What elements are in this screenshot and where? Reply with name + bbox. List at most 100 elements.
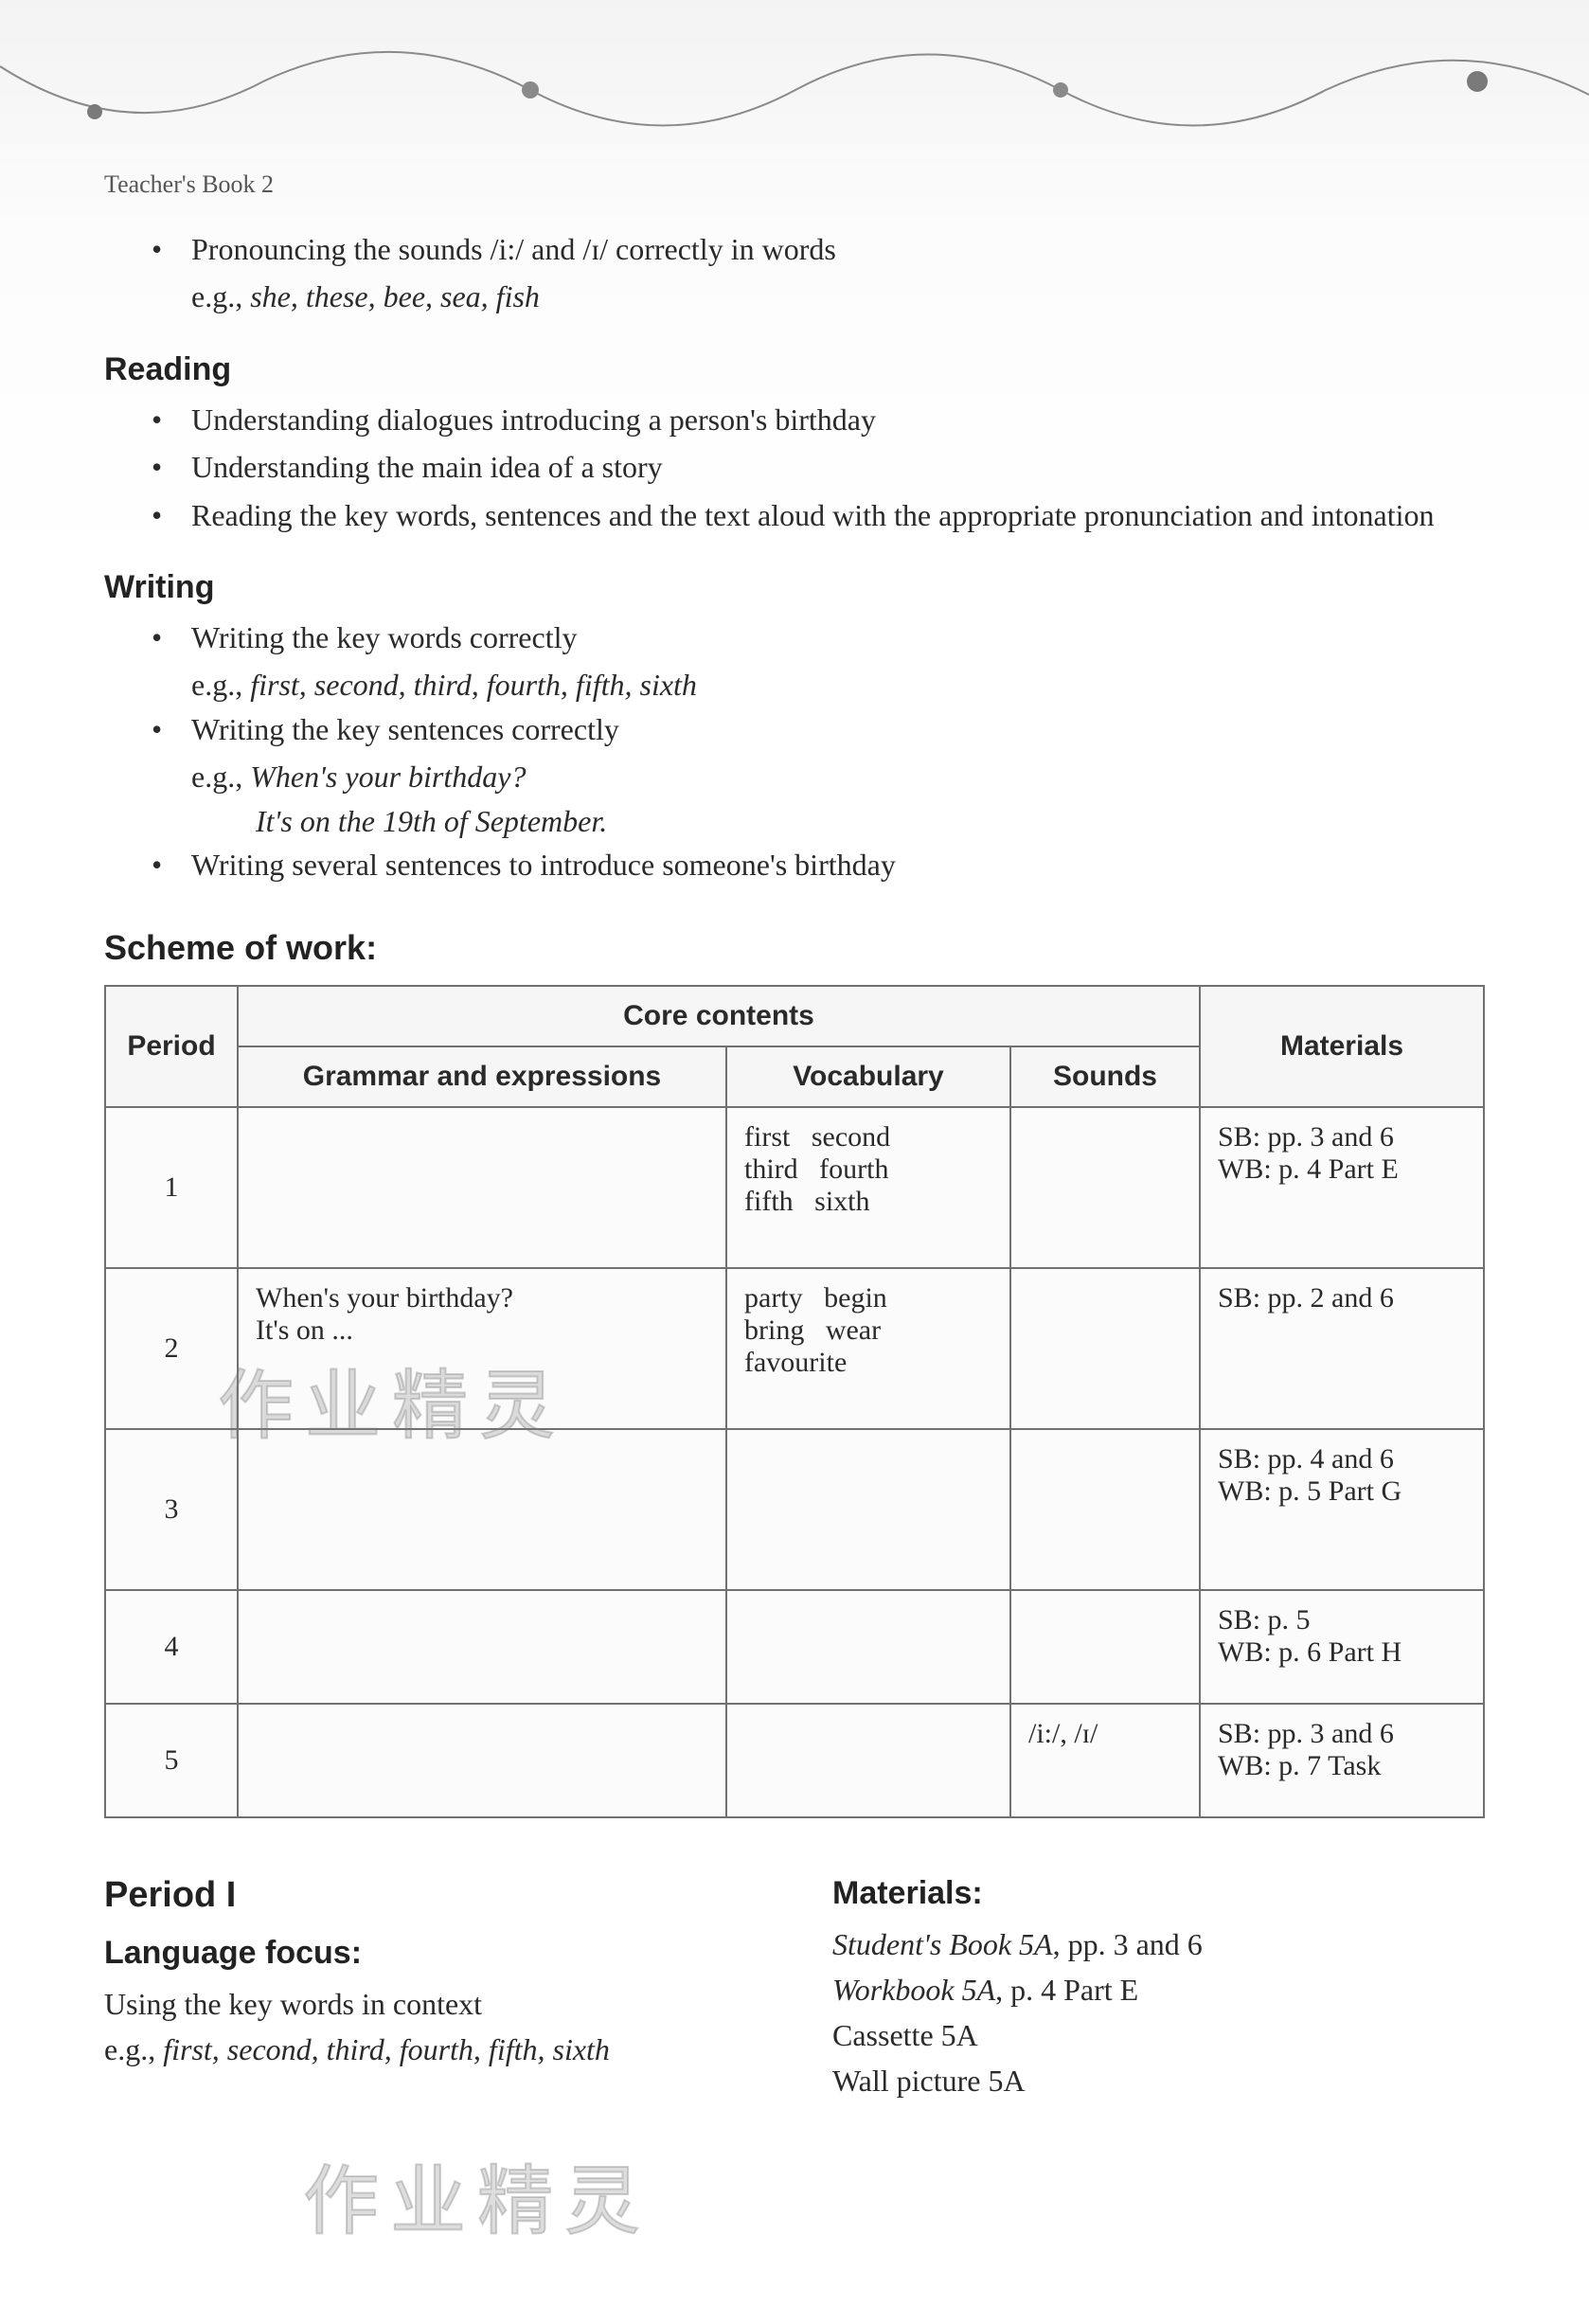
list-item: Pronouncing the sounds /i:/ and /ɪ/ corr… — [152, 227, 1485, 271]
language-focus-heading: Language focus: — [104, 1935, 757, 1972]
table-row: 2 When's your birthday? It's on ... part… — [105, 1268, 1484, 1429]
bullet-text: Reading the key words, sentences and the… — [191, 498, 1435, 532]
cell-vocab — [726, 1429, 1010, 1590]
th-materials: Materials — [1200, 986, 1484, 1107]
bullet-text: Understanding the main idea of a story — [191, 450, 663, 484]
watermark: 作业精灵 — [303, 2140, 652, 2250]
cell-materials: SB: pp. 4 and 6 WB: p. 5 Part G — [1200, 1429, 1484, 1590]
language-focus-text: Using the key words in context — [104, 1981, 757, 2027]
eg-prefix: e.g., — [191, 668, 250, 702]
list-item: Understanding dialogues introducing a pe… — [152, 398, 1485, 441]
cell-sounds — [1010, 1268, 1200, 1429]
th-period: Period — [105, 986, 238, 1107]
th-core: Core contents — [238, 986, 1200, 1046]
eg-prefix: e.g., — [191, 279, 250, 313]
cell-line: SB: pp. 2 and 6 — [1218, 1282, 1466, 1314]
rest: , pp. 3 and 6 — [1053, 1927, 1203, 1961]
list-item: Reading the key words, sentences and the… — [152, 493, 1485, 537]
writing-list: Writing the key words correctly — [104, 616, 1485, 659]
materials-line: Student's Book 5A, pp. 3 and 6 — [832, 1922, 1485, 1967]
cell-grammar — [238, 1107, 726, 1268]
th-vocab: Vocabulary — [726, 1046, 1010, 1107]
cell-vocab: party begin bring wear favourite — [726, 1268, 1010, 1429]
col-right: Materials: Student's Book 5A, pp. 3 and … — [832, 1875, 1485, 2103]
materials-line: Wall picture 5A — [832, 2058, 1485, 2103]
eg-italic: first, second, third, fourth, fifth, six… — [250, 668, 697, 702]
th-sounds: Sounds — [1010, 1046, 1200, 1107]
cell-line: WB: p. 4 Part E — [1218, 1153, 1466, 1186]
period1-heading: Period I — [104, 1875, 757, 1916]
eg-italic: When's your birthday? — [250, 760, 526, 794]
cell-line: first second — [744, 1121, 992, 1153]
example-line: e.g., When's your birthday? — [104, 755, 1485, 798]
cell-vocab: first second third fourth fifth sixth — [726, 1107, 1010, 1268]
bullet-text: Writing several sentences to introduce s… — [191, 848, 896, 882]
cell-line: SB: pp. 4 and 6 — [1218, 1443, 1466, 1475]
cell-line: SB: p. 5 — [1218, 1604, 1466, 1636]
cell-line: fifth sixth — [744, 1186, 992, 1218]
cell-line: WB: p. 6 Part H — [1218, 1636, 1466, 1669]
table-row: 1 first second third fourth fifth sixth … — [105, 1107, 1484, 1268]
eg-italic: she, these, bee, sea, fish — [250, 279, 540, 313]
cell-vocab — [726, 1704, 1010, 1817]
cell-period: 2 — [105, 1268, 238, 1429]
eg-italic: first, second, third, fourth, fifth, six… — [163, 2032, 610, 2066]
running-head: Teacher's Book 2 — [104, 0, 1485, 227]
writing-list-2: Writing the key sentences correctly — [104, 707, 1485, 751]
bullet-text: Pronouncing the sounds /i:/ and /ɪ/ corr… — [191, 232, 836, 266]
writing-heading: Writing — [104, 569, 1485, 606]
example-line: e.g., first, second, third, fourth, fift… — [104, 663, 1485, 706]
cell-line: SB: pp. 3 and 6 — [1218, 1121, 1466, 1153]
materials-line: Cassette 5A — [832, 2012, 1485, 2058]
table-header-row: Period Core contents Materials — [105, 986, 1484, 1046]
table-row: 4 SB: p. 5 WB: p. 6 Part H — [105, 1590, 1484, 1704]
cell-line: favourite — [744, 1347, 992, 1379]
bottom-columns: Period I Language focus: Using the key w… — [104, 1875, 1485, 2103]
scheme-heading: Scheme of work: — [104, 928, 1485, 968]
bullet-text: Writing the key sentences correctly — [191, 712, 619, 746]
bullet-text: Understanding dialogues introducing a pe… — [191, 402, 876, 437]
col-left: Period I Language focus: Using the key w… — [104, 1875, 757, 2103]
page: Teacher's Book 2 Pronouncing the sounds … — [0, 0, 1589, 2324]
cell-period: 4 — [105, 1590, 238, 1704]
list-item: Writing the key words correctly — [152, 616, 1485, 659]
cell-materials: SB: p. 5 WB: p. 6 Part H — [1200, 1590, 1484, 1704]
pronunciation-list: Pronouncing the sounds /i:/ and /ɪ/ corr… — [104, 227, 1485, 271]
list-item: Writing several sentences to introduce s… — [152, 843, 1485, 886]
cell-line: It's on ... — [256, 1314, 708, 1347]
cell-line: When's your birthday? — [256, 1282, 708, 1314]
cell-line: SB: pp. 3 and 6 — [1218, 1718, 1466, 1750]
th-grammar: Grammar and expressions — [238, 1046, 726, 1107]
cell-grammar: When's your birthday? It's on ... — [238, 1268, 726, 1429]
italic-title: Workbook 5A — [832, 1973, 995, 2007]
cell-vocab — [726, 1590, 1010, 1704]
cell-line: third fourth — [744, 1153, 992, 1186]
cell-grammar — [238, 1590, 726, 1704]
list-item: Writing the key sentences correctly — [152, 707, 1485, 751]
cell-materials: SB: pp. 3 and 6 WB: p. 4 Part E — [1200, 1107, 1484, 1268]
writing-list-3: Writing several sentences to introduce s… — [104, 843, 1485, 886]
cell-grammar — [238, 1704, 726, 1817]
cell-grammar — [238, 1429, 726, 1590]
table-row: 3 SB: pp. 4 and 6 WB: p. 5 Part G — [105, 1429, 1484, 1590]
cell-line: WB: p. 7 Task — [1218, 1750, 1466, 1782]
cell-sounds — [1010, 1107, 1200, 1268]
cell-line: WB: p. 5 Part G — [1218, 1475, 1466, 1508]
cell-period: 5 — [105, 1704, 238, 1817]
cell-line: party begin — [744, 1282, 992, 1314]
language-focus-eg: e.g., first, second, third, fourth, fift… — [104, 2027, 757, 2072]
scheme-table: Period Core contents Materials Grammar a… — [104, 985, 1485, 1818]
cell-line: bring wear — [744, 1314, 992, 1347]
materials-line: Workbook 5A, p. 4 Part E — [832, 1967, 1485, 2012]
rest: , p. 4 Part E — [995, 1973, 1138, 2007]
cell-materials: SB: pp. 3 and 6 WB: p. 7 Task — [1200, 1704, 1484, 1817]
cell-period: 3 — [105, 1429, 238, 1590]
list-item: Understanding the main idea of a story — [152, 445, 1485, 489]
cell-sounds — [1010, 1429, 1200, 1590]
reading-list: Understanding dialogues introducing a pe… — [104, 398, 1485, 537]
example-line-indent: It's on the 19th of September. — [104, 799, 1485, 843]
eg-prefix: e.g., — [191, 760, 250, 794]
bullet-text: Writing the key words correctly — [191, 620, 577, 654]
cell-period: 1 — [105, 1107, 238, 1268]
italic-title: Student's Book 5A — [832, 1927, 1053, 1961]
